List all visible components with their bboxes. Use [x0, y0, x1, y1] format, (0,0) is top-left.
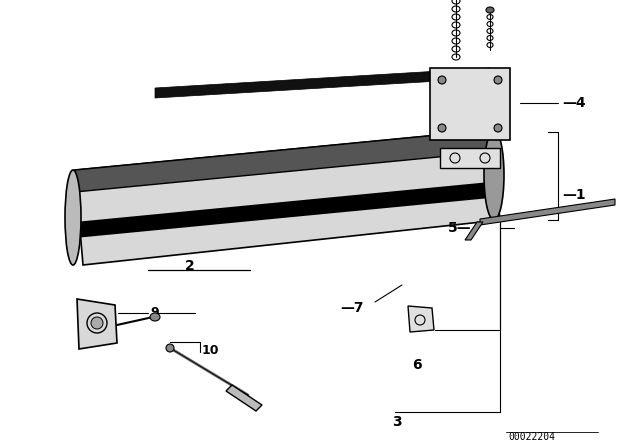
Ellipse shape [494, 76, 502, 84]
Text: 5—: 5— [448, 221, 472, 235]
Ellipse shape [166, 344, 174, 352]
Text: —4: —4 [562, 96, 586, 110]
Ellipse shape [484, 130, 504, 220]
Ellipse shape [486, 7, 494, 13]
Polygon shape [77, 299, 117, 349]
Text: —1: —1 [562, 188, 586, 202]
Text: 00022204: 00022204 [508, 432, 555, 442]
Polygon shape [480, 199, 615, 225]
Polygon shape [465, 222, 483, 240]
Text: 8: 8 [89, 306, 97, 319]
Polygon shape [75, 182, 490, 238]
Polygon shape [75, 130, 490, 192]
Ellipse shape [150, 313, 160, 321]
Ellipse shape [65, 170, 81, 265]
Text: 3: 3 [392, 415, 402, 429]
Text: 9: 9 [150, 306, 159, 319]
Text: 6: 6 [412, 358, 422, 372]
Polygon shape [226, 385, 262, 411]
Polygon shape [75, 130, 500, 265]
Ellipse shape [91, 317, 103, 329]
Ellipse shape [494, 124, 502, 132]
Polygon shape [430, 68, 510, 140]
Text: 2: 2 [185, 259, 195, 273]
Ellipse shape [438, 124, 446, 132]
Polygon shape [408, 306, 434, 332]
Text: —7: —7 [340, 301, 364, 315]
Ellipse shape [438, 76, 446, 84]
Text: 10: 10 [202, 345, 220, 358]
Polygon shape [440, 148, 500, 168]
Polygon shape [155, 68, 490, 98]
